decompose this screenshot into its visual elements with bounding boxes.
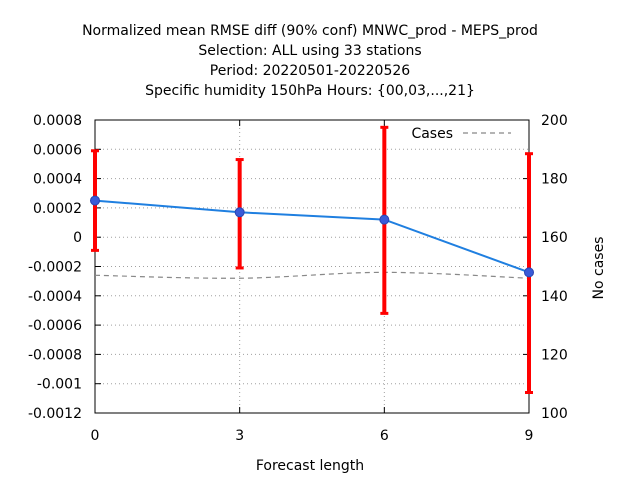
grid bbox=[95, 120, 529, 413]
y2-tick-label: 100 bbox=[541, 406, 568, 422]
y2-tick-label: 200 bbox=[541, 113, 568, 129]
y2-tick-label: 160 bbox=[541, 230, 568, 246]
series bbox=[90, 125, 534, 394]
legend-label-cases: Cases bbox=[411, 126, 453, 142]
rmse-diff-line bbox=[94, 199, 530, 274]
y2-tick-label: 120 bbox=[541, 347, 568, 363]
title-line-2: Selection: ALL using 33 stations bbox=[198, 43, 421, 59]
cases-line bbox=[94, 271, 530, 279]
y2-tick-label: 180 bbox=[541, 172, 568, 188]
title-line-4: Specific humidity 150hPa Hours: {00,03,.… bbox=[145, 83, 475, 99]
x-tick-label: 9 bbox=[525, 428, 534, 444]
title-line-3: Period: 20220501-20220526 bbox=[210, 63, 410, 79]
x-tick-label: 0 bbox=[91, 428, 100, 444]
y-tick-label: -0.0006 bbox=[28, 318, 82, 334]
y-tick-label: -0.0012 bbox=[28, 406, 82, 422]
y-tick-label: 0.0004 bbox=[33, 172, 82, 188]
x-tick-label: 3 bbox=[235, 428, 244, 444]
y2-axis-label: No cases bbox=[591, 237, 607, 300]
x-axis-label: Forecast length bbox=[256, 458, 364, 474]
chart-title: Normalized mean RMSE diff (90% conf) MNW… bbox=[82, 23, 538, 99]
y-tick-label: -0.001 bbox=[37, 377, 82, 393]
y-tick-label: -0.0002 bbox=[28, 260, 82, 276]
y2-tick-label: 140 bbox=[541, 289, 568, 305]
data-point bbox=[379, 214, 390, 225]
data-point bbox=[234, 207, 245, 218]
data-point bbox=[90, 195, 100, 206]
y-tick-label: 0.0006 bbox=[33, 142, 82, 158]
y-tick-label: 0.0002 bbox=[33, 201, 82, 217]
y-tick-label: -0.0004 bbox=[28, 289, 82, 305]
y-tick-label: 0.0008 bbox=[33, 113, 82, 129]
y-tick-label: 0 bbox=[73, 230, 82, 246]
ticks: 0.0008 0.0006 0.0004 0.0002 0 -0.0002 -0.0004 -… bbox=[28, 113, 568, 444]
data-point bbox=[524, 267, 534, 278]
legend: Cases bbox=[411, 126, 511, 142]
x-tick-label: 6 bbox=[380, 428, 389, 444]
title-line-1: Normalized mean RMSE diff (90% conf) MNW… bbox=[82, 23, 538, 39]
y-tick-label: -0.0008 bbox=[28, 347, 82, 363]
